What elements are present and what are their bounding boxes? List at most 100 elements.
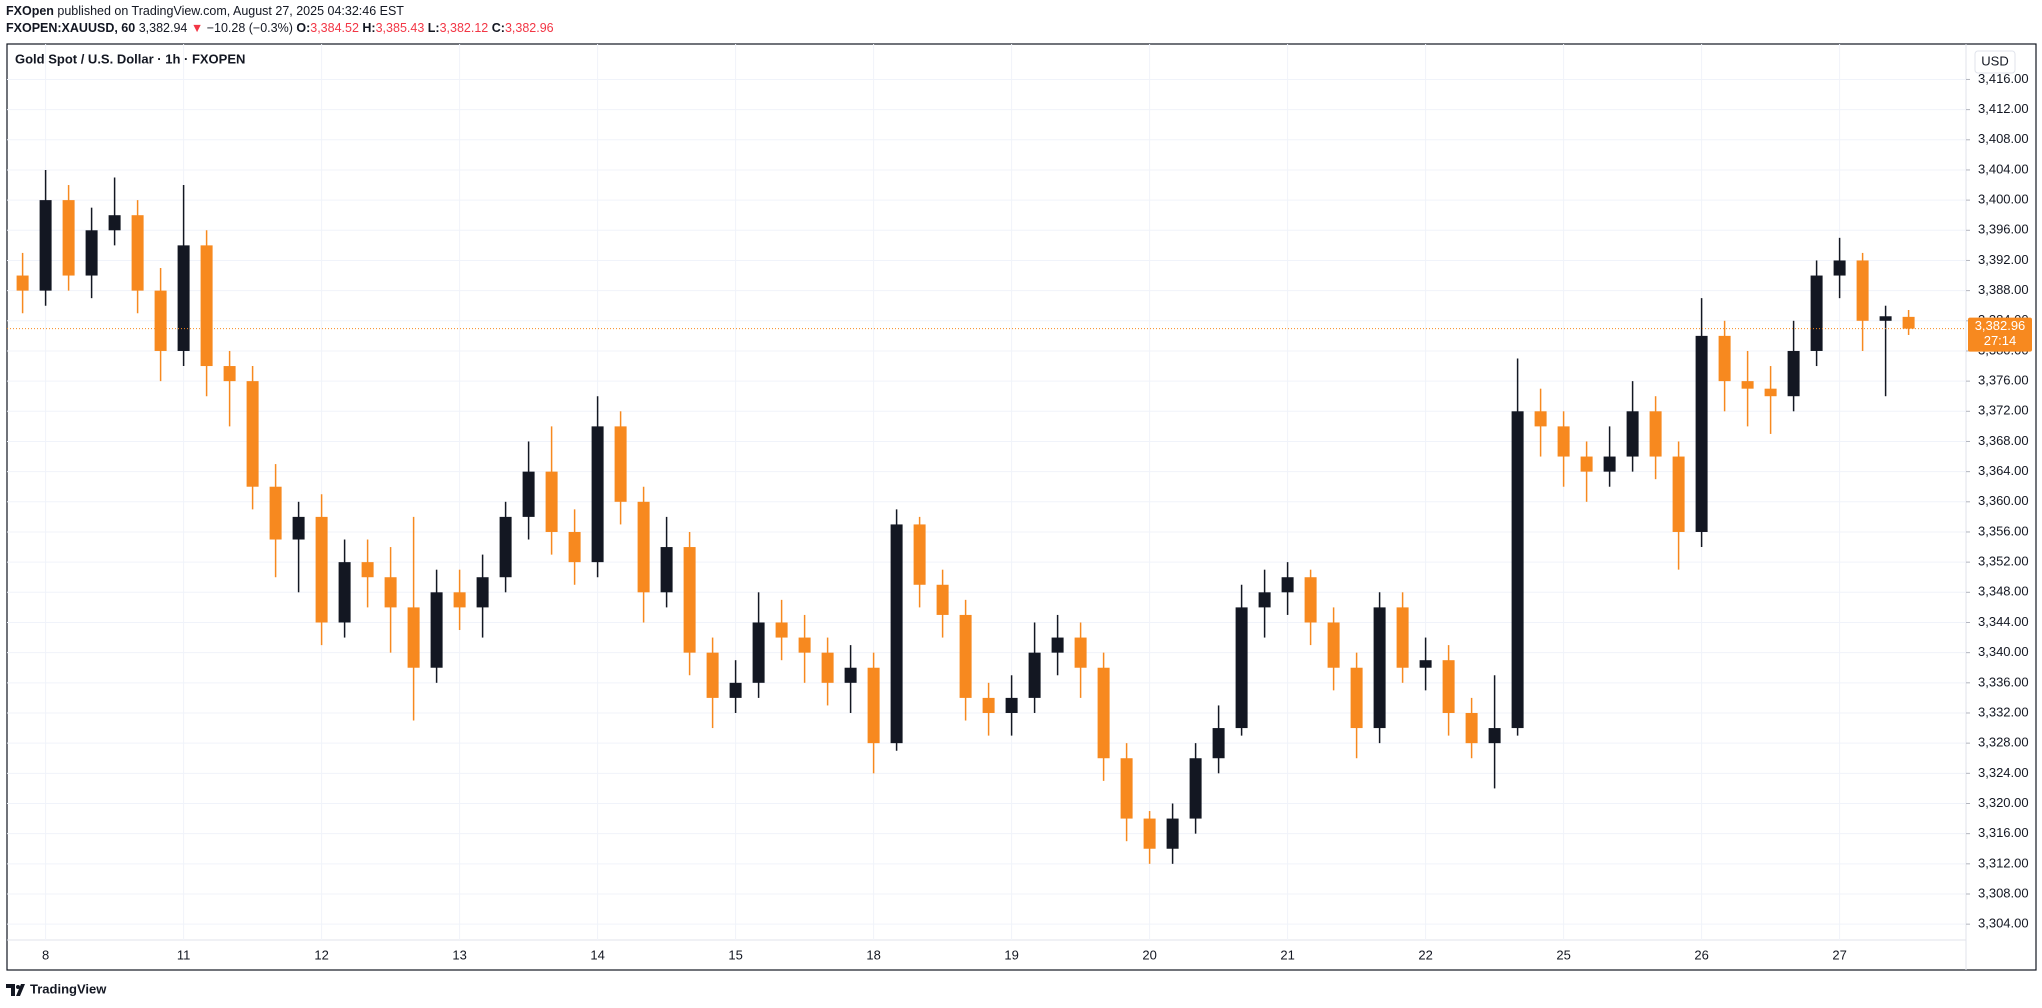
grid (7, 44, 1966, 940)
y-tick-label: 3,372.00 (1978, 403, 2029, 418)
candles (7, 169, 1966, 864)
candle-body (1649, 411, 1662, 457)
candle-body (1626, 411, 1639, 457)
y-tick-label: 3,392.00 (1978, 252, 2029, 267)
y-tick-label: 3,308.00 (1978, 885, 2029, 900)
candle-body (959, 614, 972, 698)
axis-labels: 3,304.00 3,308.00 3,312.00 3,316.00 3,320.00… (42, 71, 2032, 962)
symbol: FXOPEN:XAUUSD, 60 (6, 21, 135, 35)
candle-body (1787, 350, 1800, 397)
candle-body (821, 652, 834, 683)
change: −10.28 (−0.3%) (207, 21, 293, 35)
c: 3,382.96 (505, 21, 554, 35)
candle-body (1028, 652, 1041, 698)
candle-body (292, 516, 305, 540)
candle-body (315, 516, 328, 623)
o: 3,384.52 (310, 21, 359, 35)
candle-body (361, 562, 374, 578)
candle-body (1051, 637, 1064, 653)
candle-body (1281, 577, 1294, 593)
candle-body (131, 215, 144, 291)
chart-title: Gold Spot / U.S. Dollar · 1h · FXOPEN (15, 51, 245, 66)
candle-body (1258, 592, 1271, 608)
candle-body (108, 215, 121, 231)
y-tick-label: 3,416.00 (1978, 71, 2029, 86)
arrow: ▼ (191, 21, 203, 35)
candle-body (269, 486, 282, 540)
x-tick-label: 20 (1142, 947, 1156, 962)
h-label: H: (362, 21, 375, 35)
candle-body (1304, 577, 1317, 623)
y-tick-label: 3,324.00 (1978, 765, 2029, 780)
candle-body (1695, 335, 1708, 532)
candle-body (1235, 607, 1248, 729)
price-tag (1968, 317, 2032, 352)
candle-body (1833, 260, 1846, 276)
candle-body (936, 584, 949, 615)
y-tick-label: 3,400.00 (1978, 192, 2029, 207)
x-tick-label: 25 (1556, 947, 1570, 962)
candle-body (729, 682, 742, 698)
x-tick-label: 13 (452, 947, 466, 962)
candle-body (1465, 712, 1478, 744)
y-tick-label: 3,336.00 (1978, 674, 2029, 689)
candle-body (200, 245, 213, 367)
candle-body (1212, 728, 1225, 759)
candle-body (890, 524, 903, 744)
x-tick-label: 18 (866, 947, 880, 962)
last: 3,382.94 (139, 21, 188, 35)
l-label: L: (428, 21, 440, 35)
y-tick-label: 3,340.00 (1978, 644, 2029, 659)
candle-body (775, 622, 788, 638)
candle-body (637, 501, 650, 593)
candle-body (1327, 622, 1340, 668)
candle-body (476, 577, 489, 608)
x-tick-label: 14 (590, 947, 604, 962)
x-tick-label: 8 (42, 947, 49, 962)
published: published on TradingView.com, August 27,… (57, 4, 404, 18)
y-tick-label: 3,368.00 (1978, 433, 2029, 448)
candle-body (1143, 818, 1156, 849)
c-label: C: (492, 21, 505, 35)
candle-body (1005, 697, 1018, 713)
ohlc-line: FXOPEN:XAUUSD, 60 3,382.94 ▼ −10.28 (−0.… (6, 21, 554, 35)
candle-body (177, 245, 190, 351)
publisher-name: FXOpen (6, 4, 54, 18)
x-tick-label: 15 (728, 947, 742, 962)
y-tick-label: 3,352.00 (1978, 554, 2029, 569)
candle-body (1557, 426, 1570, 457)
candle-body (1856, 260, 1869, 321)
frame (6, 43, 2037, 971)
candle-body (338, 562, 351, 623)
currency: USD (1981, 53, 2008, 68)
candle-body (614, 426, 627, 502)
candle-body (1810, 275, 1823, 351)
candle-body (1718, 335, 1731, 382)
candle-body (1120, 758, 1133, 819)
candle-body (522, 471, 535, 517)
footer-brand: TradingView (30, 981, 107, 996)
candle-body (752, 622, 765, 683)
candle-body (16, 275, 29, 291)
y-tick-label: 3,376.00 (1978, 373, 2029, 388)
candle-body (982, 697, 995, 713)
y-tick-label: 3,304.00 (1978, 916, 2029, 931)
candle-body (453, 592, 466, 608)
candle-body (660, 547, 673, 593)
candle-body (499, 516, 512, 578)
x-tick-label: 21 (1280, 947, 1294, 962)
y-tick-label: 3,412.00 (1978, 101, 2029, 116)
x-tick-label: 11 (177, 947, 191, 962)
candle-body (154, 290, 167, 351)
y-tick-label: 3,404.00 (1978, 161, 2029, 176)
y-tick-label: 3,332.00 (1978, 704, 2029, 719)
currency-box[interactable] (1974, 50, 2016, 74)
candle-body (844, 667, 857, 683)
x-tick-label: 22 (1418, 947, 1432, 962)
candle-body (1580, 456, 1593, 472)
candle-body (545, 471, 558, 532)
candle-body (591, 426, 604, 563)
candle-body (1902, 316, 1915, 329)
